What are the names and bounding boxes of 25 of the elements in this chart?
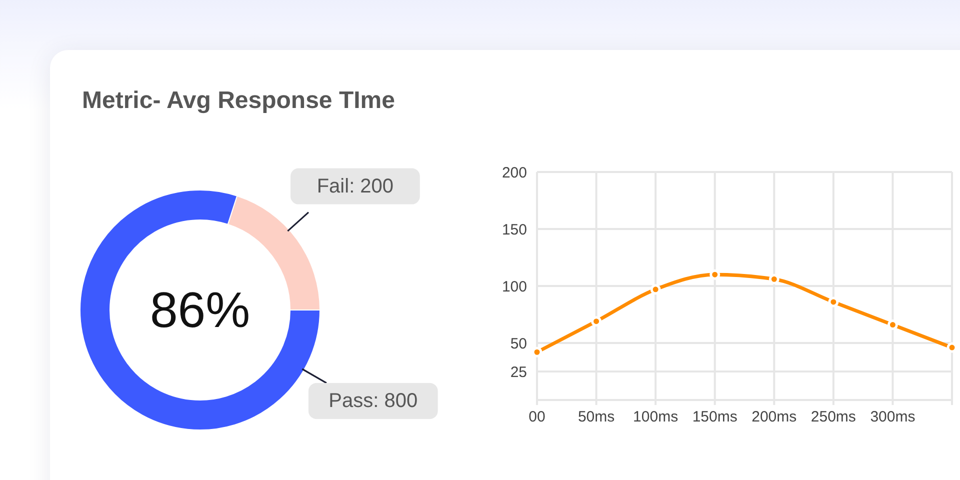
data-label: : 200: [349, 175, 394, 198]
x-tick-label: 00: [528, 408, 546, 426]
y-tick-label: 100: [502, 278, 527, 296]
x-tick-label: 200ms: [752, 408, 797, 426]
point: [768, 274, 780, 284]
y-tick-label: 25: [510, 364, 527, 381]
x-tick-label: 150ms: [692, 408, 738, 426]
x-tick-label: 100ms: [633, 408, 678, 426]
text: 86%: [150, 282, 250, 338]
x-tick-label: 300ms: [870, 408, 916, 426]
slice-label: Pass: [328, 390, 374, 412]
y-tick-label: 50: [510, 335, 527, 352]
point: [650, 284, 661, 295]
point: [591, 316, 602, 327]
x-tick-label: 250ms: [810, 408, 856, 426]
data-label: : 800: [373, 390, 418, 412]
x-tick-label: 50ms: [578, 408, 615, 426]
y-tick-label: 150: [502, 221, 527, 238]
y-tick-label: 200: [502, 164, 527, 182]
donut-slice: [80, 190, 320, 430]
chart-title: Metric- Avg Response TIme: [82, 86, 395, 116]
point: [828, 296, 839, 308]
point: [887, 320, 898, 330]
slice-label: Fail: [316, 175, 350, 198]
point: [710, 269, 720, 280]
